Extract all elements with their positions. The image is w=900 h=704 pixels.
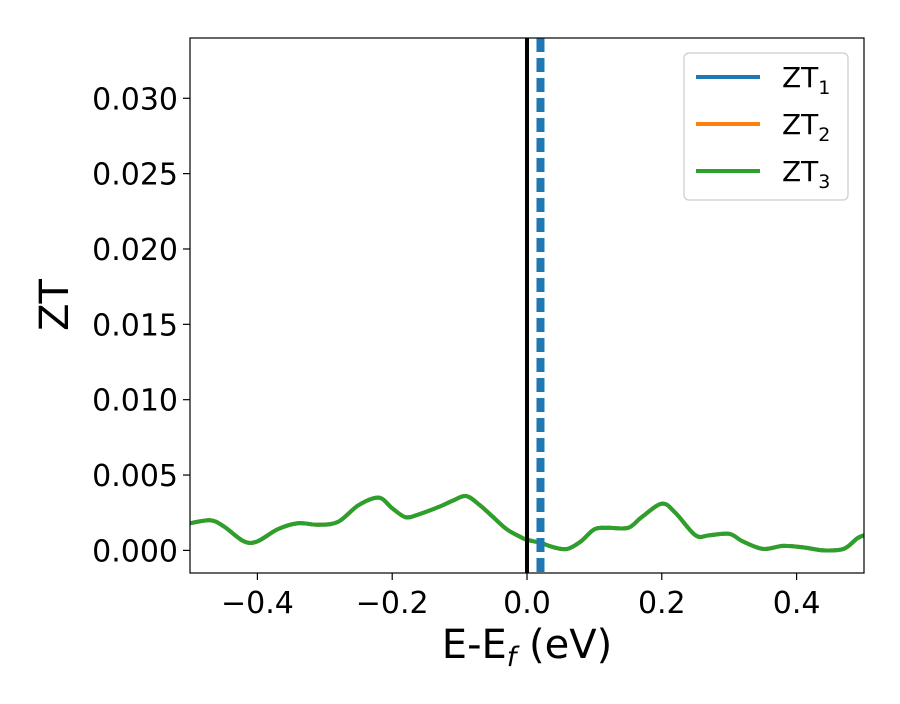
y-tick-label: 0.005 [92, 459, 178, 494]
legend-label-zt3: ZT3 [782, 155, 830, 193]
x-axis-title-main: E-E [442, 622, 507, 668]
legend-label-subscript: 2 [818, 124, 830, 146]
y-tick-label: 0.010 [92, 384, 178, 419]
y-axis-title: ZT [32, 279, 78, 331]
y-axis-ticks: 0.000 0.005 0.010 0.015 0.020 0.025 0.030 [92, 82, 190, 569]
y-tick-label: 0.000 [92, 534, 178, 569]
y-tick-label: 0.025 [92, 158, 178, 193]
x-tick-label: 0.0 [503, 586, 551, 621]
legend-label-main: ZT [782, 155, 819, 188]
legend-label-subscript: 3 [818, 171, 830, 193]
y-tick-label: 0.015 [92, 308, 178, 343]
legend-label-main: ZT [782, 108, 819, 141]
x-axis-title: E-Ef (eV) [442, 622, 612, 673]
legend-label-subscript: 1 [818, 77, 830, 99]
legend-label-main: ZT [782, 61, 819, 94]
legend-box [683, 52, 849, 201]
legend-label-zt2: ZT2 [782, 108, 830, 146]
reference-lines-layer [525, 38, 545, 573]
x-tick-label: −0.4 [221, 586, 294, 621]
x-tick-label: −0.2 [356, 586, 429, 621]
legend-label-zt1: ZT1 [782, 61, 830, 99]
x-tick-label: 0.4 [773, 586, 821, 621]
x-axis-ticks: −0.4 −0.2 0.0 0.2 0.4 [221, 573, 820, 621]
x-tick-label: 0.2 [638, 586, 686, 621]
x-axis-title-unit: (eV) [516, 622, 612, 668]
y-tick-label: 0.020 [92, 233, 178, 268]
y-tick-label: 0.030 [92, 82, 178, 117]
